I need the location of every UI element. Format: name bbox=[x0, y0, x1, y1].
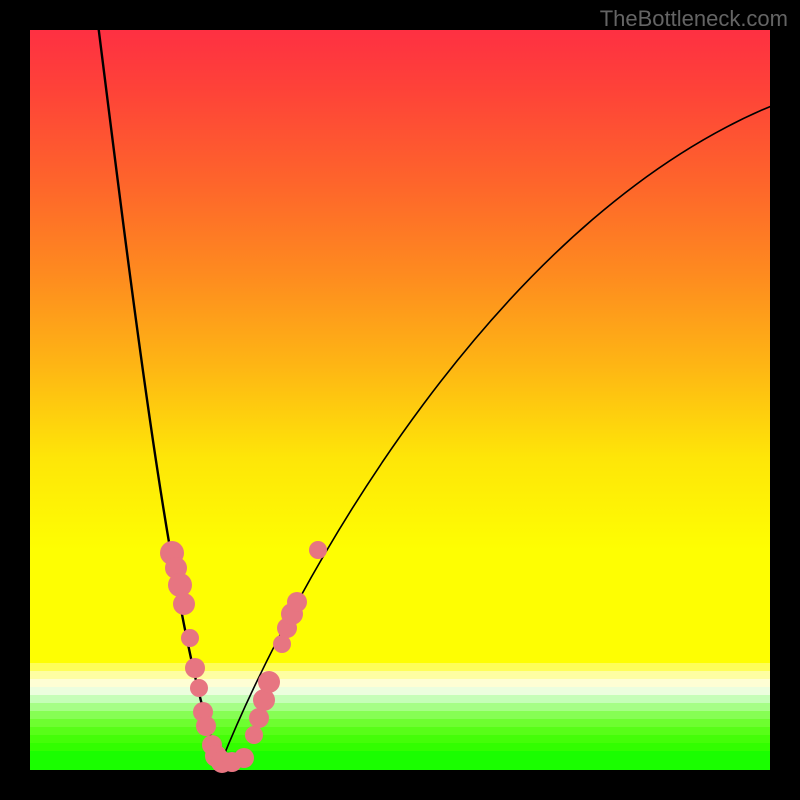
curve-left bbox=[95, 0, 220, 765]
data-point bbox=[249, 708, 269, 728]
data-point bbox=[173, 593, 195, 615]
watermark-label: TheBottleneck.com bbox=[600, 6, 788, 32]
data-point bbox=[168, 573, 192, 597]
data-point bbox=[309, 541, 327, 559]
data-point bbox=[190, 679, 208, 697]
data-point bbox=[258, 671, 280, 693]
data-point bbox=[245, 726, 263, 744]
bottleneck-curve-chart bbox=[0, 0, 800, 800]
data-points-group bbox=[160, 541, 327, 773]
data-point bbox=[234, 748, 254, 768]
data-point bbox=[196, 716, 216, 736]
data-point bbox=[185, 658, 205, 678]
data-point bbox=[287, 592, 307, 612]
curve-right bbox=[220, 95, 800, 765]
data-point bbox=[181, 629, 199, 647]
